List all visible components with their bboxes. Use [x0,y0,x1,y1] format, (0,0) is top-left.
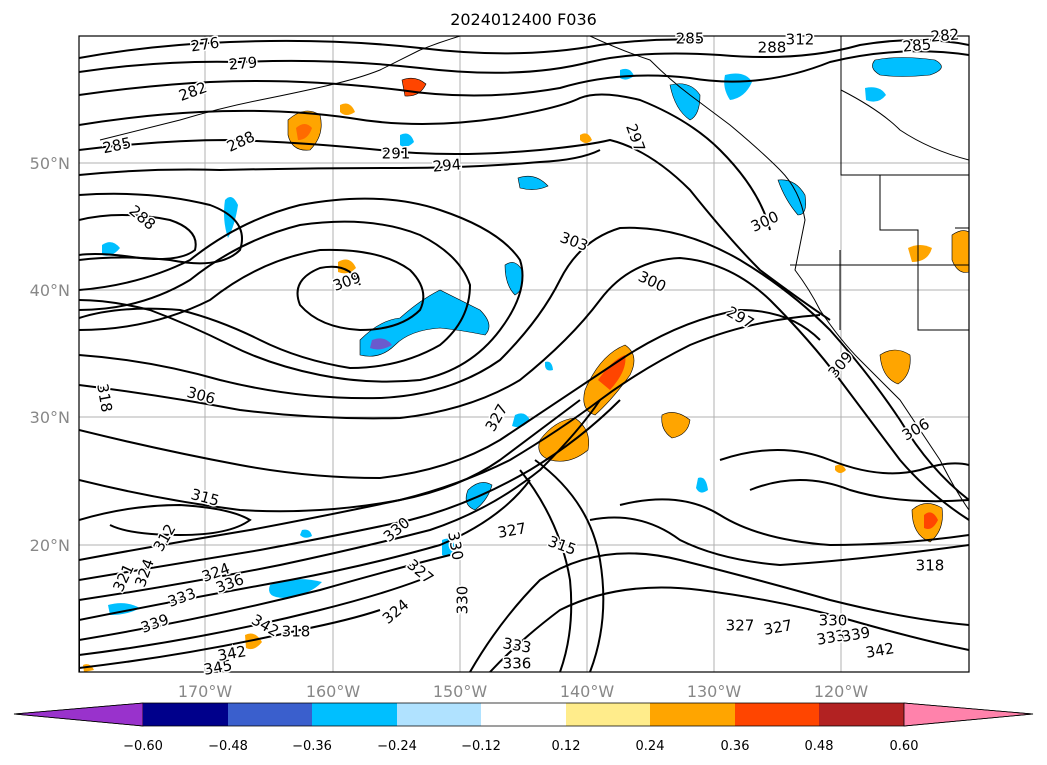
colorbar-tick-label: −0.24 [377,739,417,754]
contour-label: 279 [228,53,258,73]
contour-label: 339 [840,623,871,646]
contour-label: 288 [758,39,787,57]
contour-label: 345 [202,656,233,679]
contour-label: 336 [503,655,532,673]
contour-lines [79,38,969,672]
lon-label: 130°W [687,682,742,701]
contour-label: 285 [676,30,705,48]
coastlines [99,36,969,511]
colorbar-outline [13,702,1034,727]
colorbar-tick-label: 0.12 [552,739,581,754]
colorbar-segment [481,703,566,726]
map-title: 2024012400 F036 [450,10,597,29]
lon-label: 160°W [306,682,361,701]
lon-label: 140°W [560,682,615,701]
colorbar-tick-label: 0.36 [721,739,750,754]
colorbar-tick-label: −0.60 [123,739,163,754]
colorbar-tick-label: −0.48 [208,739,248,754]
latitude-axis: 50°N 40°N 30°N 20°N [30,154,70,555]
colorbar-segment [312,703,397,726]
lat-label: 50°N [30,154,70,173]
contour-label: 318 [282,623,311,641]
lat-label: 40°N [30,281,70,300]
contour-label: 318 [916,557,945,575]
colorbar-segment [397,703,481,726]
lat-label: 20°N [30,536,70,555]
colorbar-tick-label: −0.36 [292,739,332,754]
colorbar-tick-label: −0.12 [461,739,501,754]
contour-label: 291 [382,145,411,163]
colorbar-tick-label: 0.24 [636,739,665,754]
contour-label: 285 [902,35,932,55]
colorbar-extend-min [13,702,144,727]
colorbar-segment [819,703,904,726]
colorbar-segment [143,703,228,726]
contour-label: 282 [930,25,960,45]
shaded-fields [83,57,969,672]
colorbar-segment [735,703,819,726]
colorbar-segment [228,703,312,726]
colorbar [13,702,1034,727]
colorbar-tick-label: 0.60 [890,739,919,754]
colorbar-segment [650,703,735,726]
plot-frame [78,35,970,673]
lon-label: 120°W [814,682,869,701]
colorbar-tick-label: 0.48 [805,739,834,754]
longitude-axis: 170°W 160°W 150°W 140°W 130°W 120°W [178,682,869,701]
colorbar-extend-max [903,702,1034,727]
lat-label: 30°N [30,408,70,427]
contour-label: 330 [819,612,848,630]
colorbar-segment [566,703,650,726]
lon-label: 150°W [433,682,488,701]
lon-label: 170°W [178,682,233,701]
contour-label: 327 [726,617,755,635]
colorbar-ticks: −0.60 −0.48 −0.36 −0.24 −0.12 0.12 0.24 … [123,739,918,754]
contour-label: 294 [432,155,462,175]
contour-label: 330 [454,586,472,615]
contour-label: 312 [786,31,815,49]
